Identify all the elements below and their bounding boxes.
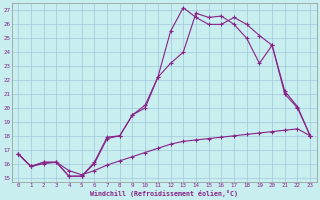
X-axis label: Windchill (Refroidissement éolien,°C): Windchill (Refroidissement éolien,°C) <box>90 190 238 197</box>
